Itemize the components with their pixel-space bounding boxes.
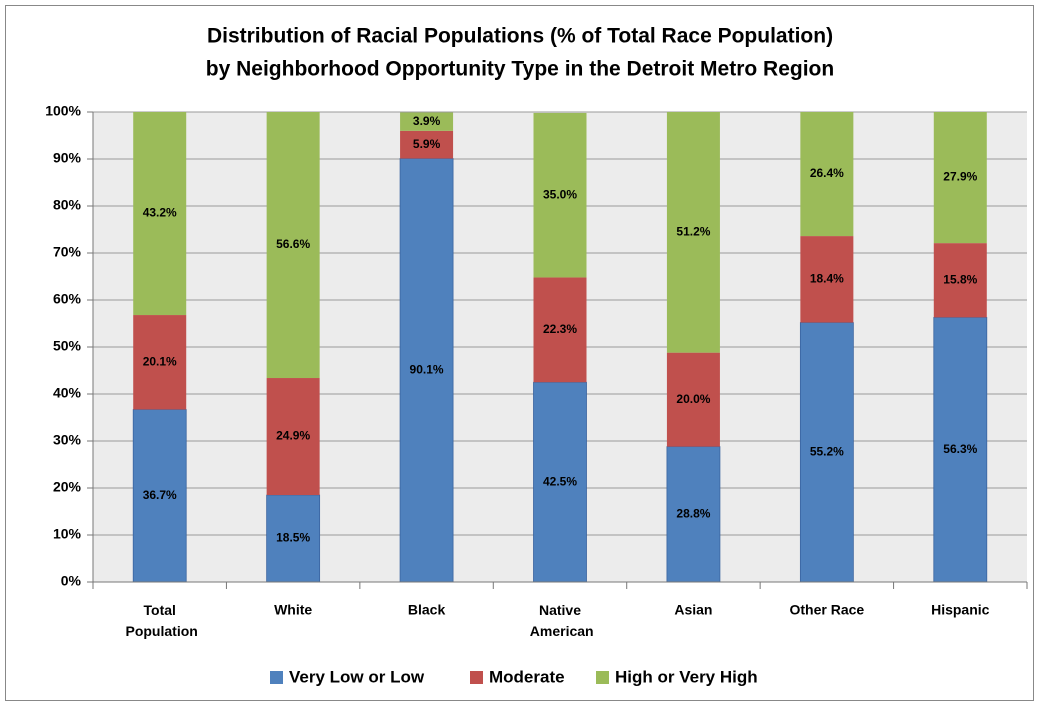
data-label: 35.0%	[543, 187, 577, 201]
x-tick-label: Black	[408, 602, 446, 618]
y-tick-label: 20%	[53, 479, 82, 495]
y-tick-label: 50%	[53, 338, 82, 354]
data-label: 18.5%	[276, 531, 310, 545]
y-tick-label: 10%	[53, 526, 82, 542]
data-label: 56.6%	[276, 237, 310, 251]
legend-label: High or Very High	[615, 667, 758, 686]
data-label: 51.2%	[676, 224, 710, 238]
bar-segment	[666, 352, 720, 447]
bar-segment	[399, 158, 454, 583]
data-label: 5.9%	[413, 137, 441, 151]
bar-segment	[933, 112, 987, 244]
data-label: 43.2%	[143, 206, 177, 220]
legend-swatch	[470, 671, 483, 684]
bar-segment	[533, 277, 587, 383]
bar-segment	[133, 112, 187, 316]
x-tick-label: Hispanic	[931, 602, 990, 618]
data-label: 24.9%	[276, 429, 310, 443]
bar-segment	[133, 315, 187, 410]
data-label: 15.8%	[943, 272, 977, 286]
data-label: 56.3%	[943, 442, 977, 456]
x-tick-label: Asian	[674, 602, 712, 618]
legend-swatch	[270, 671, 283, 684]
data-label: 20.0%	[676, 392, 710, 406]
legend-label: Moderate	[489, 667, 565, 686]
data-label: 36.7%	[143, 488, 177, 502]
y-tick-label: 80%	[53, 197, 82, 213]
data-label: 27.9%	[943, 170, 977, 184]
x-tick-label: Native American	[526, 602, 593, 639]
x-tick-label: Other Race	[790, 602, 865, 618]
x-tick-label: Total Population	[122, 602, 198, 639]
bar-segment	[800, 236, 854, 323]
data-label: 22.3%	[543, 322, 577, 336]
legend-label: Very Low or Low	[289, 667, 425, 686]
bar-segment	[933, 316, 988, 583]
bar-segment	[132, 409, 187, 583]
data-label: 28.8%	[676, 506, 710, 520]
chart-title: by Neighborhood Opportunity Type in the …	[206, 58, 834, 81]
y-tick-label: 70%	[53, 244, 82, 260]
y-tick-label: 40%	[53, 385, 82, 401]
data-label: 20.1%	[143, 354, 177, 368]
bar-segment	[266, 378, 320, 496]
bar-segment	[533, 112, 587, 278]
legend-swatch	[596, 671, 609, 684]
bar-segment	[933, 243, 987, 318]
y-tick-label: 90%	[53, 150, 82, 166]
data-label: 42.5%	[543, 474, 577, 488]
bar-segment	[400, 130, 454, 159]
data-label: 55.2%	[810, 444, 844, 458]
data-label: 3.9%	[413, 114, 441, 128]
bar-segment	[800, 112, 854, 237]
bar-segment	[400, 112, 454, 131]
y-tick-label: 0%	[61, 573, 82, 589]
y-tick-label: 30%	[53, 432, 82, 448]
bar-segment	[799, 322, 854, 583]
bar-segment	[533, 381, 587, 583]
y-tick-label: 60%	[53, 291, 82, 307]
data-label: 90.1%	[410, 362, 444, 376]
bar-segment	[666, 112, 720, 353]
data-label: 26.4%	[810, 166, 844, 180]
data-label: 18.4%	[810, 271, 844, 285]
chart-title: Distribution of Racial Populations (% of…	[207, 25, 833, 48]
y-tick-label: 100%	[45, 103, 81, 119]
bar-segment	[666, 446, 721, 583]
x-tick-label: White	[274, 602, 312, 618]
bar-segment	[266, 112, 320, 379]
